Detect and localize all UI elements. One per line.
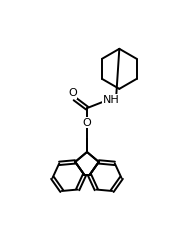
Text: O: O (68, 89, 77, 98)
Text: O: O (83, 118, 91, 128)
Text: NH: NH (102, 95, 119, 105)
